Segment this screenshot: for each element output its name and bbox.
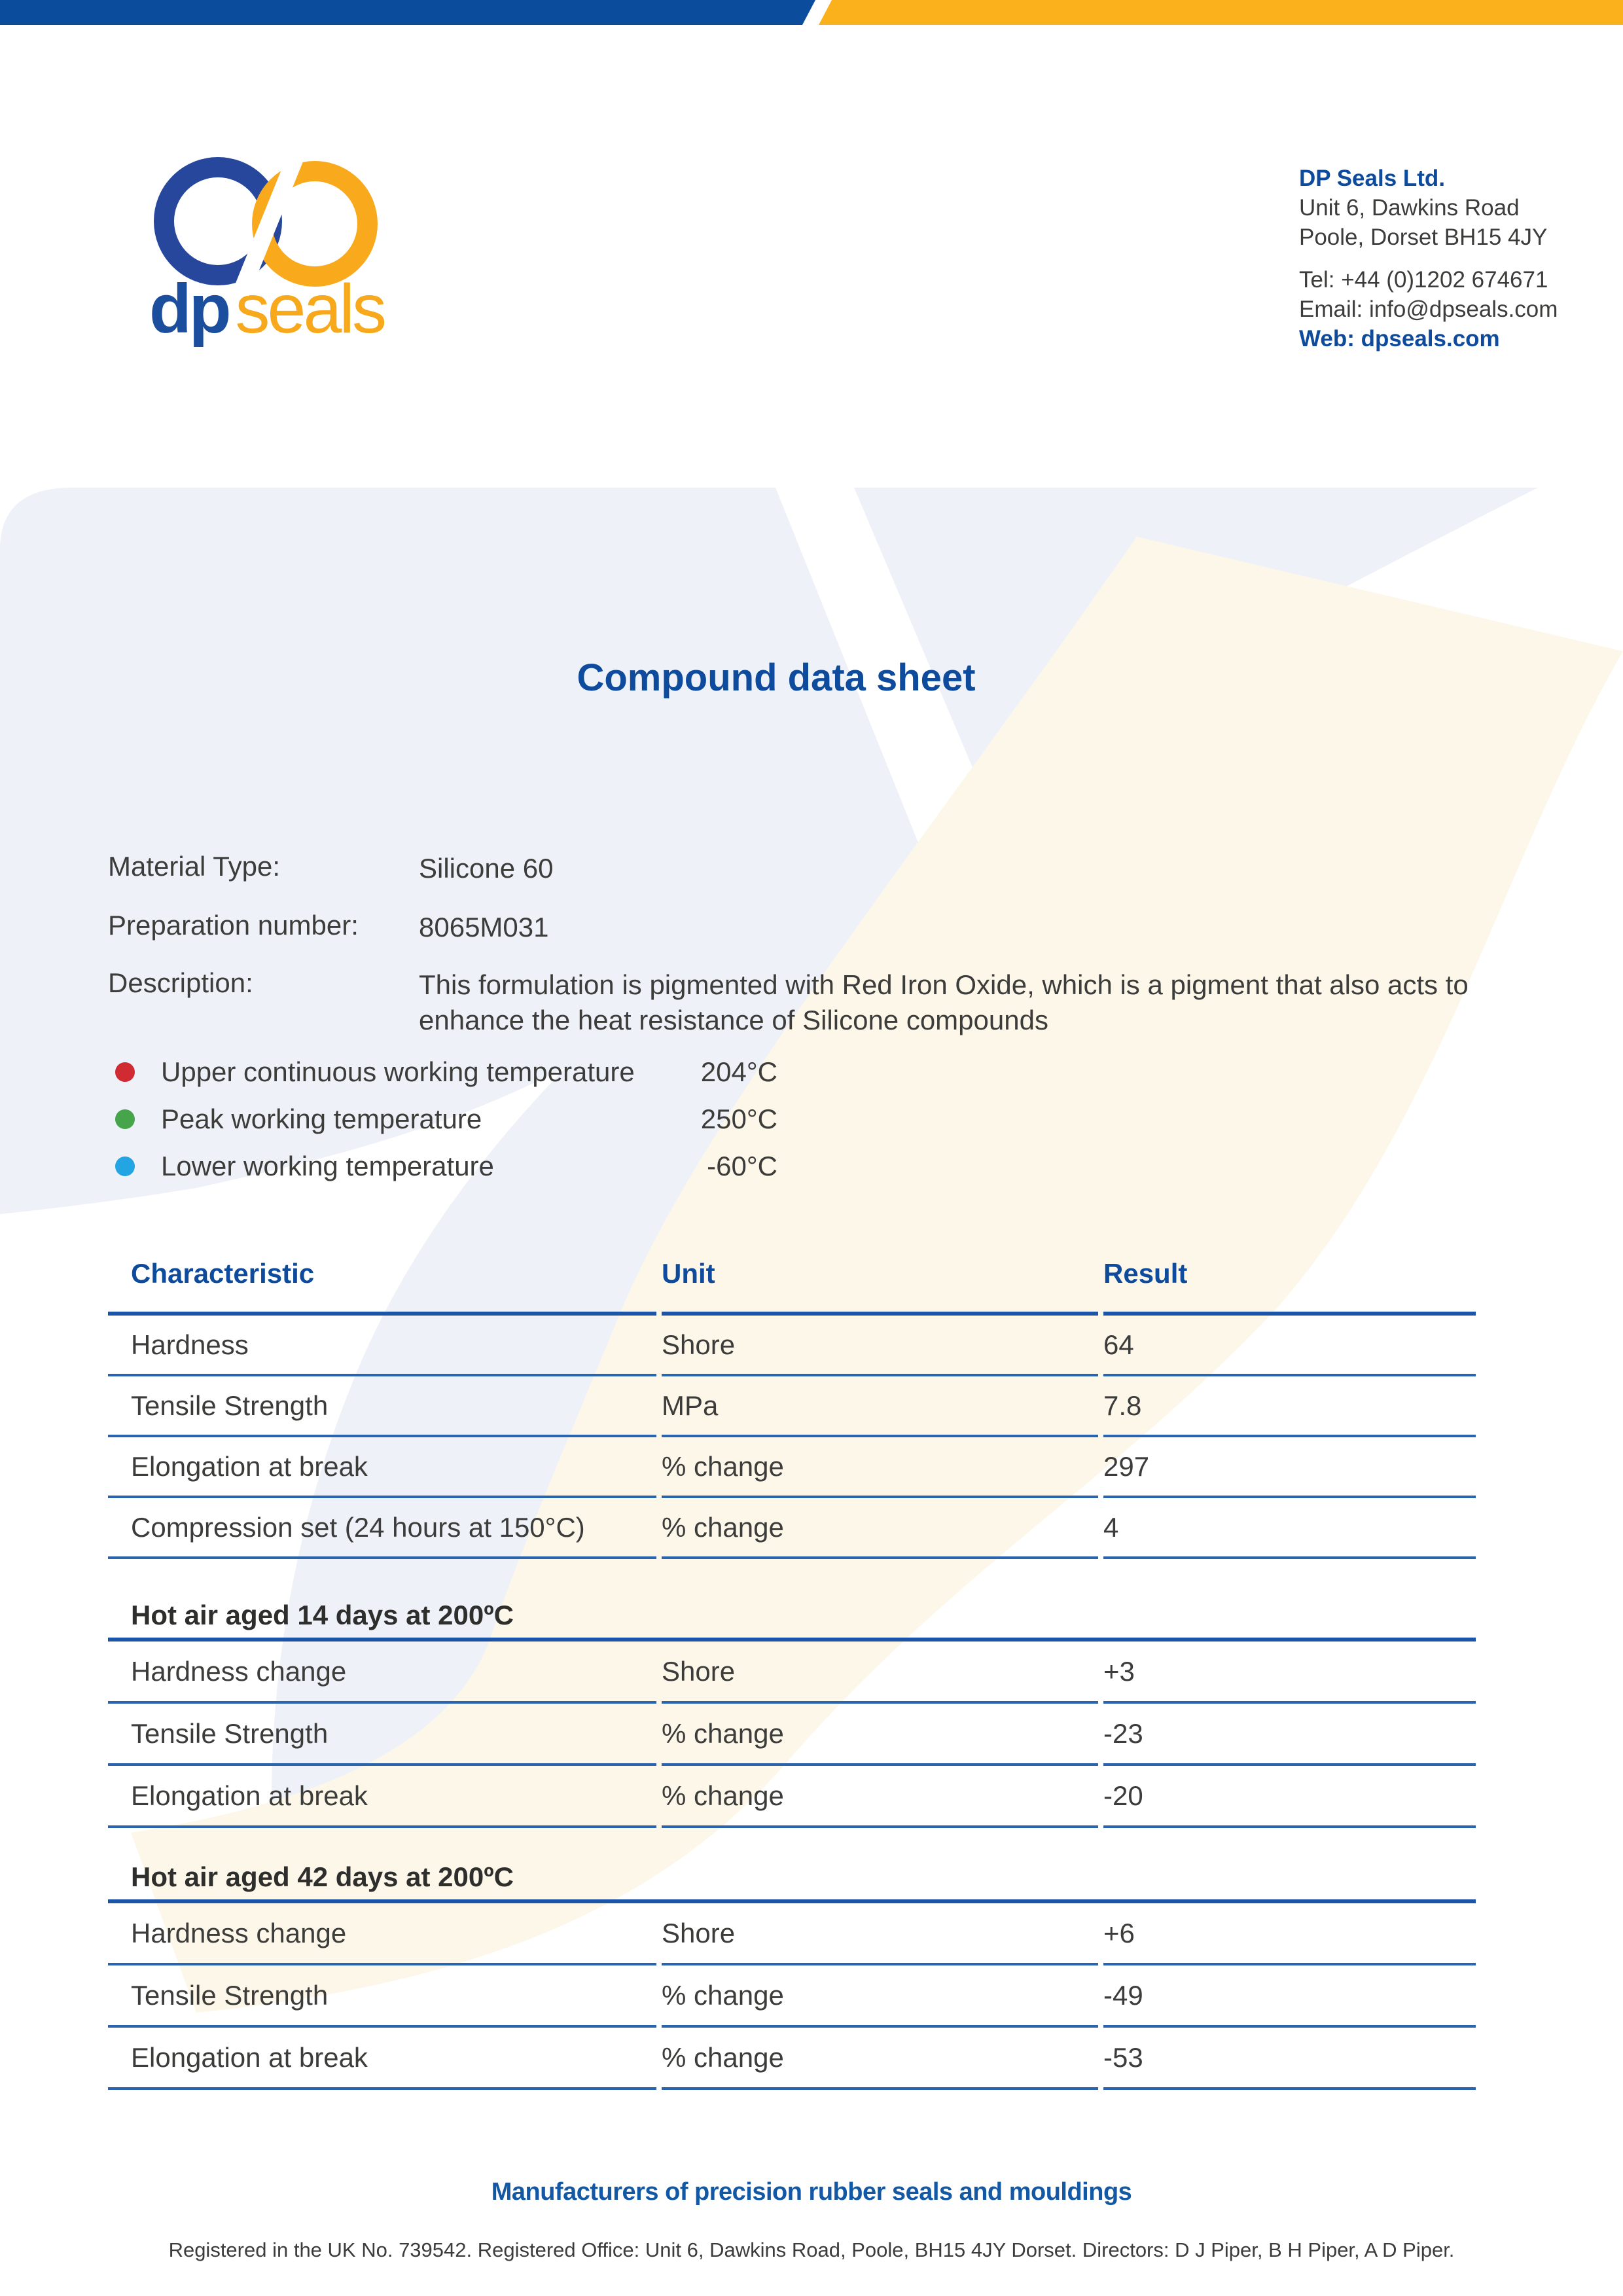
- top-bar-blue-segment: [0, 0, 815, 25]
- background-swoosh-graphic: [0, 488, 1623, 2013]
- row-characteristic: Elongation at break: [108, 1766, 656, 1828]
- table-row: Tensile Strength MPa 7.8: [108, 1376, 1476, 1437]
- material-type-row: Material Type: Silicone 60: [108, 851, 1508, 886]
- row-characteristic: Tensile Strength: [108, 1376, 656, 1437]
- preparation-number-value: 8065M031: [419, 912, 549, 942]
- dp-seals-logo: dpseals: [149, 150, 612, 360]
- green-bullet-icon: [115, 1109, 135, 1129]
- temperature-value: 204°C: [700, 1056, 777, 1087]
- table-row: Tensile Strength % change -49: [108, 1965, 1476, 2028]
- row-characteristic: Hardness change: [108, 1903, 656, 1965]
- company-email: Email: info@dpseals.com: [1299, 296, 1558, 322]
- material-type-label: Material Type:: [108, 851, 281, 882]
- upper-working-temperature-item: Upper continuous working temperature 204…: [115, 1049, 777, 1096]
- row-unit: % change: [662, 1766, 1098, 1828]
- company-address-line2: Poole, Dorset BH15 4JY: [1299, 224, 1548, 250]
- row-result: -23: [1103, 1704, 1476, 1766]
- lower-working-temperature-item: Lower working temperature -60°C: [115, 1143, 777, 1190]
- hot-air-aged-42-days-section: Hot air aged 42 days at 200ºC Hardness c…: [108, 1863, 1476, 2090]
- column-header-characteristic: Characteristic: [108, 1246, 656, 1316]
- company-website: Web: dpseals.com: [1299, 326, 1500, 351]
- top-brand-bar: [0, 0, 1623, 25]
- blue-bullet-icon: [115, 1157, 135, 1176]
- row-unit: MPa: [662, 1376, 1098, 1437]
- row-characteristic: Hardness change: [108, 1641, 656, 1704]
- peak-working-temperature-item: Peak working temperature 250°C: [115, 1096, 777, 1143]
- working-temperature-list: Upper continuous working temperature 204…: [115, 1049, 777, 1190]
- section-title: Hot air aged 42 days at 200ºC: [108, 1863, 1476, 1903]
- row-result: 64: [1103, 1316, 1476, 1376]
- column-header-unit: Unit: [662, 1246, 1098, 1316]
- row-result: 4: [1103, 1498, 1476, 1559]
- row-result: 7.8: [1103, 1376, 1476, 1437]
- row-result: 297: [1103, 1437, 1476, 1498]
- company-phone: Tel: +44 (0)1202 674671: [1299, 267, 1548, 293]
- company-contact-block: DP Seals Ltd. Unit 6, Dawkins Road Poole…: [1299, 164, 1558, 353]
- logo-wordmark: dpseals: [149, 270, 387, 349]
- row-characteristic: Tensile Strength: [108, 1965, 656, 2028]
- top-bar-yellow-segment: [819, 0, 1623, 25]
- company-address-line1: Unit 6, Dawkins Road: [1299, 195, 1520, 221]
- row-unit: Shore: [662, 1903, 1098, 1965]
- preparation-number-row: Preparation number: 8065M031: [108, 910, 1508, 945]
- description-row: Description: This formulation is pigment…: [108, 967, 1508, 1038]
- table-row: Hardness change Shore +6: [108, 1903, 1476, 1965]
- table-row: Elongation at break % change 297: [108, 1437, 1476, 1498]
- temperature-label: Upper continuous working temperature: [161, 1056, 635, 1087]
- description-label: Description:: [108, 967, 253, 998]
- row-result: +6: [1103, 1903, 1476, 1965]
- row-characteristic: Elongation at break: [108, 2028, 656, 2090]
- row-characteristic: Elongation at break: [108, 1437, 656, 1498]
- table-row: Elongation at break % change -53: [108, 2028, 1476, 2090]
- characteristics-table: Characteristic Unit Result Hardness Shor…: [108, 1246, 1476, 1559]
- temperature-value: -60°C: [707, 1151, 777, 1181]
- column-header-result: Result: [1103, 1246, 1476, 1316]
- row-unit: Shore: [662, 1641, 1098, 1704]
- table-row: Tensile Strength % change -23: [108, 1704, 1476, 1766]
- row-characteristic: Hardness: [108, 1316, 656, 1376]
- row-result: -49: [1103, 1965, 1476, 2028]
- footer-tagline: Manufacturers of precision rubber seals …: [491, 2178, 1132, 2206]
- temperature-label: Lower working temperature: [161, 1151, 494, 1181]
- row-unit: Shore: [662, 1316, 1098, 1376]
- temperature-label: Peak working temperature: [161, 1103, 482, 1134]
- row-result: -53: [1103, 2028, 1476, 2090]
- material-type-value: Silicone 60: [419, 853, 554, 884]
- table-row: Compression set (24 hours at 150°C) % ch…: [108, 1498, 1476, 1559]
- row-characteristic: Compression set (24 hours at 150°C): [108, 1498, 656, 1559]
- row-result: +3: [1103, 1641, 1476, 1704]
- description-value: This formulation is pigmented with Red I…: [419, 969, 1469, 1035]
- row-unit: % change: [662, 1965, 1098, 2028]
- footer-registration-text: Registered in the UK No. 739542. Registe…: [168, 2238, 1455, 2261]
- temperature-value: 250°C: [700, 1103, 777, 1134]
- table-header-row: Characteristic Unit Result: [108, 1246, 1476, 1316]
- table-row: Elongation at break % change -20: [108, 1766, 1476, 1828]
- table-row: Hardness Shore 64: [108, 1316, 1476, 1376]
- red-bullet-icon: [115, 1062, 135, 1082]
- row-unit: % change: [662, 1704, 1098, 1766]
- row-result: -20: [1103, 1766, 1476, 1828]
- company-name: DP Seals Ltd.: [1299, 166, 1446, 191]
- hot-air-aged-14-days-section: Hot air aged 14 days at 200ºC Hardness c…: [108, 1601, 1476, 1828]
- preparation-number-label: Preparation number:: [108, 910, 359, 941]
- row-unit: % change: [662, 1437, 1098, 1498]
- section-title: Hot air aged 14 days at 200ºC: [108, 1601, 1476, 1641]
- row-characteristic: Tensile Strength: [108, 1704, 656, 1766]
- row-unit: % change: [662, 1498, 1098, 1559]
- table-row: Hardness change Shore +3: [108, 1641, 1476, 1704]
- dp-seals-rings-icon: [154, 150, 389, 296]
- contact-spacer: [1299, 252, 1558, 265]
- page-title: Compound data sheet: [577, 656, 976, 699]
- row-unit: % change: [662, 2028, 1098, 2090]
